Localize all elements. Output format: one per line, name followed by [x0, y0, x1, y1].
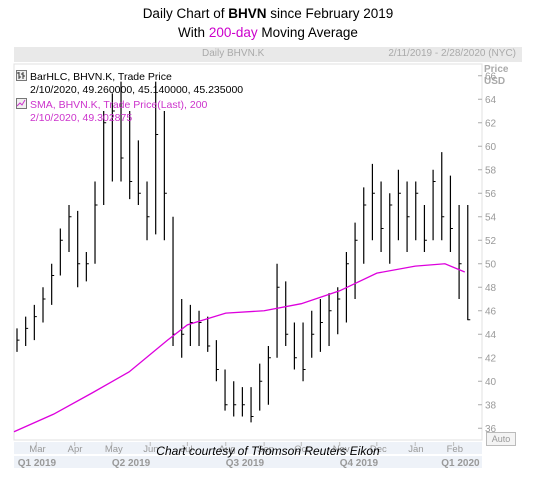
legend-sma-series[interactable]: SMA, BHVN.K, Trade Price(Last), 200: [16, 98, 207, 111]
x-quarter-label: Q2 2019: [112, 458, 151, 469]
y-tick-label: 54: [485, 212, 497, 223]
title-text-suffix: since February 2019: [266, 6, 394, 21]
y-tick-label: 38: [485, 400, 497, 411]
y-tick-label: 58: [485, 165, 497, 176]
y-tick-label: 62: [485, 118, 497, 129]
legend-sma-name: SMA, BHVN.K, Trade Price(Last), 200: [30, 99, 208, 111]
month-axis-band: [14, 442, 482, 454]
y-tick-label: 64: [485, 95, 497, 106]
x-month-label: Aug: [219, 444, 236, 455]
sma-line: [13, 263, 466, 433]
y-tick-label: 36: [485, 424, 497, 435]
x-month-label: May: [105, 444, 123, 455]
chart-credit: Chart courtesy of Thomson Reuters Eikon: [156, 444, 380, 458]
bar-series-icon: [16, 70, 27, 81]
legend-bar-series[interactable]: BarHLC, BHVN.K, Trade Price: [16, 70, 172, 83]
y-tick-label: 44: [485, 330, 497, 341]
y-tick-label: 50: [485, 259, 497, 270]
date-range-label: 2/11/2019 - 2/28/2020 (NYC): [388, 48, 516, 59]
subtitle-highlight: 200-day: [208, 25, 258, 40]
x-quarter-label: Q1 2019: [18, 458, 57, 469]
x-month-label: Jun: [143, 444, 158, 455]
auto-scale-button[interactable]: Auto: [486, 432, 516, 446]
subtitle-text: With: [178, 25, 209, 40]
x-month-label: Mar: [29, 444, 45, 455]
title-line-1: Daily Chart of BHVN since February 2019: [0, 4, 536, 23]
title-line-2: With 200-day Moving Average: [0, 23, 536, 42]
x-month-label: Jan: [408, 444, 423, 455]
x-month-label: Dec: [370, 444, 387, 455]
chart-title: Daily Chart of BHVN since February 2019 …: [0, 4, 536, 42]
x-month-label: Sep: [257, 444, 274, 455]
y-tick-label: 52: [485, 236, 497, 247]
title-text: Daily Chart of: [142, 6, 229, 21]
plot-area: [13, 63, 483, 441]
legend-bar-name: BarHLC, BHVN.K, Trade Price: [30, 71, 172, 83]
legend-bar-values: 2/10/2020, 49.260000, 45.140000, 45.2350…: [30, 84, 244, 96]
y-tick-label: 42: [485, 353, 497, 364]
subtitle-text-suffix: Moving Average: [257, 25, 358, 40]
chart-name-label: Daily BHVN.K: [202, 48, 265, 59]
y-tick-label: 66: [485, 71, 497, 82]
chart-panel-header: Daily BHVN.K 2/11/2019 - 2/28/2020 (NYC): [14, 47, 522, 62]
axis-unit-currency: USD: [484, 76, 506, 87]
axis-unit-price: Price: [484, 64, 509, 75]
y-tick-label: 40: [485, 377, 497, 388]
quarter-axis-band: [14, 456, 482, 468]
y-tick-label: 56: [485, 189, 497, 200]
x-month-label: Feb: [447, 444, 463, 455]
y-tick-label: 60: [485, 142, 497, 153]
y-tick-label: 46: [485, 306, 497, 317]
y-tick-label: 48: [485, 283, 497, 294]
x-month-label: Jul: [180, 444, 192, 455]
x-quarter-label: Q1 2020: [441, 458, 480, 469]
x-quarter-label: Q4 2019: [340, 458, 379, 469]
line-series-icon: [16, 98, 27, 109]
x-month-label: Nov: [333, 444, 350, 455]
x-month-label: Apr: [68, 444, 83, 455]
title-ticker: BHVN: [228, 6, 267, 21]
legend-sma-values: 2/10/2020, 49.302875: [30, 112, 133, 124]
x-month-label: Oct: [294, 444, 309, 455]
x-quarter-label: Q3 2019: [226, 458, 265, 469]
